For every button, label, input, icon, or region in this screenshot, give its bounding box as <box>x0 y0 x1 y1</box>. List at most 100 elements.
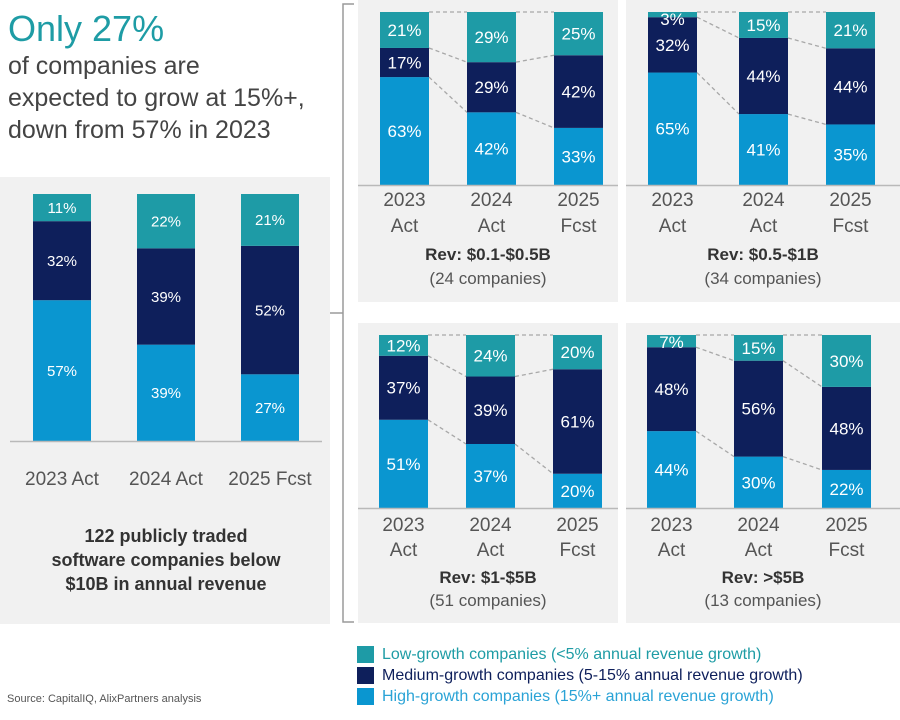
x-tick-label: 2024 <box>737 515 780 536</box>
x-tick-label: Act <box>390 540 418 561</box>
overall-chart-panel: 57% 32% 11% 39% 39% 22% 27% 52% 21% 2023 Act 2024 … <box>0 177 330 624</box>
x-tick-label: Act <box>477 540 505 561</box>
bar-segment-high <box>241 374 299 441</box>
bar-stack: 20% 61% 20% <box>553 335 602 508</box>
legend-label-low: Low-growth companies (<5% annual revenue… <box>382 645 762 663</box>
bar-segment-medium <box>822 386 871 470</box>
bar-segment-low <box>648 12 697 18</box>
x-tick-label: Fcst <box>833 216 870 237</box>
connector-line <box>514 368 554 378</box>
data-label: 39% <box>151 289 181 306</box>
data-label: 35% <box>833 146 867 165</box>
bar-segment-low <box>554 12 603 56</box>
bar-segment-medium <box>647 347 696 432</box>
data-label: 51% <box>386 455 420 474</box>
x-tick-label: 2023 Act <box>25 469 100 490</box>
bar-stack: 33% 42% 25% <box>554 12 603 185</box>
legend-item-high: High-growth companies (15%+ annual reven… <box>357 686 803 707</box>
x-tick-label: 2024 Act <box>129 469 204 490</box>
x-tick-label: 2023 <box>382 515 424 536</box>
data-label: 24% <box>473 347 507 366</box>
chart-title: Rev: $0.1-$0.5B <box>425 245 551 264</box>
segment-chart-panel-rev-0.5-1b: 65% 32% 3% 41% 44% 15% 35% 44% 21% 2023 Act 2024 Act… <box>626 0 900 302</box>
bar-segment-high <box>739 114 788 185</box>
data-label: 27% <box>255 400 285 417</box>
bar-segment-medium <box>734 360 783 457</box>
segment-stacked-bar-chart: 63% 17% 21% 42% 29% 29% 33% 42% 25% 2023 Act 2024 Ac… <box>358 11 618 288</box>
data-label: 44% <box>654 461 688 480</box>
x-tick-label: 2023 <box>383 190 425 211</box>
x-tick-label: 2025 <box>825 515 867 536</box>
bar-segment-low <box>467 12 516 63</box>
bar-segment-low <box>379 335 428 356</box>
bar-segment-medium <box>380 47 429 78</box>
connector-line <box>787 37 827 49</box>
bar-segment-medium <box>241 245 299 375</box>
chart-title: Rev: $0.5-$1B <box>707 245 819 264</box>
data-label: 29% <box>474 28 508 47</box>
overall-stacked-bar-chart: 57% 32% 11% 39% 39% 22% 27% 52% 21% 2023 Act 2024 … <box>10 194 322 594</box>
segment-chart-panel-rev-1-5b: 51% 37% 12% 37% 39% 24% 20% 61% 20% 2023 Act 2024 Ac… <box>358 323 618 623</box>
x-tick-label: 2025 Fcst <box>228 469 312 490</box>
chart-title: 122 publicly traded <box>84 526 247 546</box>
bar-segment-high <box>648 72 697 185</box>
data-label: 61% <box>560 412 594 431</box>
bar-segment-medium <box>826 48 875 125</box>
bar-segment-low <box>380 12 429 48</box>
chart-subtitle: (13 companies) <box>704 591 821 610</box>
data-label: 32% <box>47 253 77 270</box>
x-tick-label: Act <box>750 216 778 237</box>
bar-segment-low <box>826 12 875 49</box>
bar-segment-medium <box>554 55 603 128</box>
x-tick-label: 2023 <box>650 515 692 536</box>
data-label: 3% <box>660 10 685 29</box>
data-label: 42% <box>561 83 595 102</box>
bar-stack: 41% 44% 15% <box>739 12 788 185</box>
segment-chart-panel-rev-gt-5b: 44% 48% 7% 30% 56% 15% 22% 48% 30% 2023 Act 2024 Act… <box>626 323 900 623</box>
x-tick-label: 2024 <box>469 515 512 536</box>
bar-segment-medium <box>137 248 195 345</box>
segment-stacked-bar-chart: 51% 37% 12% 37% 39% 24% 20% 61% 20% 2023 Act 2024 Ac… <box>358 334 618 610</box>
bar-segment-high <box>647 431 696 508</box>
x-tick-label: Fcst <box>829 540 866 561</box>
bar-segment-medium <box>466 376 515 444</box>
connector-line <box>427 355 467 378</box>
data-label: 25% <box>561 25 595 44</box>
chart-subtitle: (51 companies) <box>429 591 546 610</box>
legend-swatch-low <box>357 646 374 663</box>
bar-segment-high <box>466 443 515 508</box>
bar-segment-high <box>467 112 516 185</box>
bar-segment-medium <box>648 17 697 73</box>
x-tick-label: Fcst <box>560 540 597 561</box>
x-tick-label: Act <box>659 216 687 237</box>
connector-line <box>515 54 555 63</box>
data-label: 39% <box>473 401 507 420</box>
connector-line <box>428 76 468 113</box>
legend-swatch-high <box>357 688 374 705</box>
connector-line <box>695 430 735 458</box>
x-tick-label: Act <box>658 540 686 561</box>
bar-stack: 42% 29% 29% <box>467 12 516 185</box>
x-tick-label: Act <box>478 216 506 237</box>
connector-line <box>787 113 827 126</box>
bar-stack: 30% 56% 15% <box>734 335 783 508</box>
bar-segment-low <box>822 335 871 387</box>
bar-segment-low <box>734 335 783 361</box>
segment-chart-panel-rev-0.1-0.5b: 63% 17% 21% 42% 29% 29% 33% 42% 25% 2023 Act 2024 Ac… <box>358 0 618 302</box>
bar-segment-low <box>241 194 299 246</box>
bar-segment-high <box>822 469 871 508</box>
bar-segment-high <box>33 300 91 441</box>
data-label: 65% <box>655 120 689 139</box>
bar-segment-low <box>553 335 602 370</box>
bracket-line <box>342 3 354 623</box>
data-label: 12% <box>386 336 420 355</box>
bar-stack: 37% 39% 24% <box>466 335 515 508</box>
x-tick-label: 2025 <box>556 515 598 536</box>
bar-stack: 39% 39% 22% <box>137 194 195 441</box>
bar-segment-high <box>553 473 602 508</box>
segment-stacked-bar-chart: 44% 48% 7% 30% 56% 15% 22% 48% 30% 2023 Act 2024 Act… <box>626 333 900 610</box>
legend-item-medium: Medium-growth companies (5-15% annual re… <box>357 665 803 686</box>
headline-highlight: Only 27% <box>8 8 165 49</box>
chart-subtitle: (34 companies) <box>704 269 821 288</box>
bar-segment-high <box>554 127 603 185</box>
